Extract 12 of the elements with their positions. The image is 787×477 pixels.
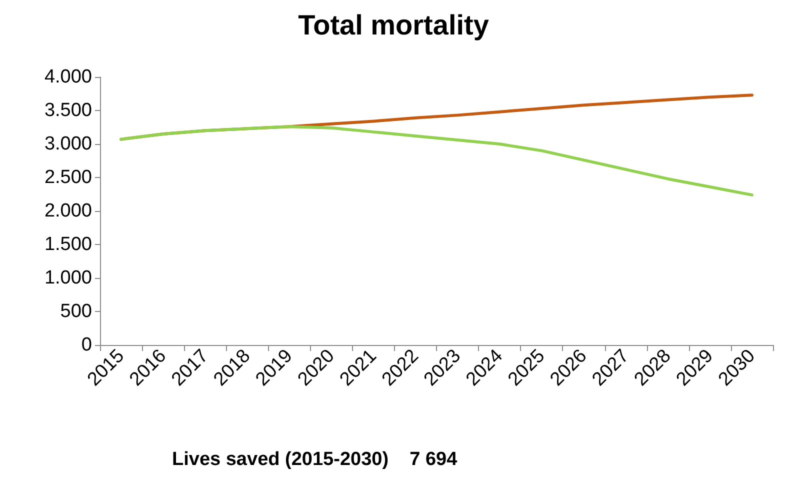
line-series: [120, 125, 754, 196]
y-tick-label: 1.500: [44, 234, 92, 255]
chart-title: Total mortality: [298, 10, 490, 40]
y-tick-label: 500: [60, 301, 92, 322]
y-tick-label: 3.000: [44, 134, 92, 154]
y-tick-label: 2.000: [44, 200, 92, 222]
y-tick-label: 1.000: [44, 268, 92, 288]
y-tick-label: 4.000: [44, 66, 92, 88]
y-tick-label: 3.500: [44, 100, 92, 121]
text: Lives saved (2015-2030) 7 694: [172, 449, 458, 470]
y-tick-label: 2.500: [44, 167, 92, 188]
y-tick-label: 0: [81, 334, 92, 356]
